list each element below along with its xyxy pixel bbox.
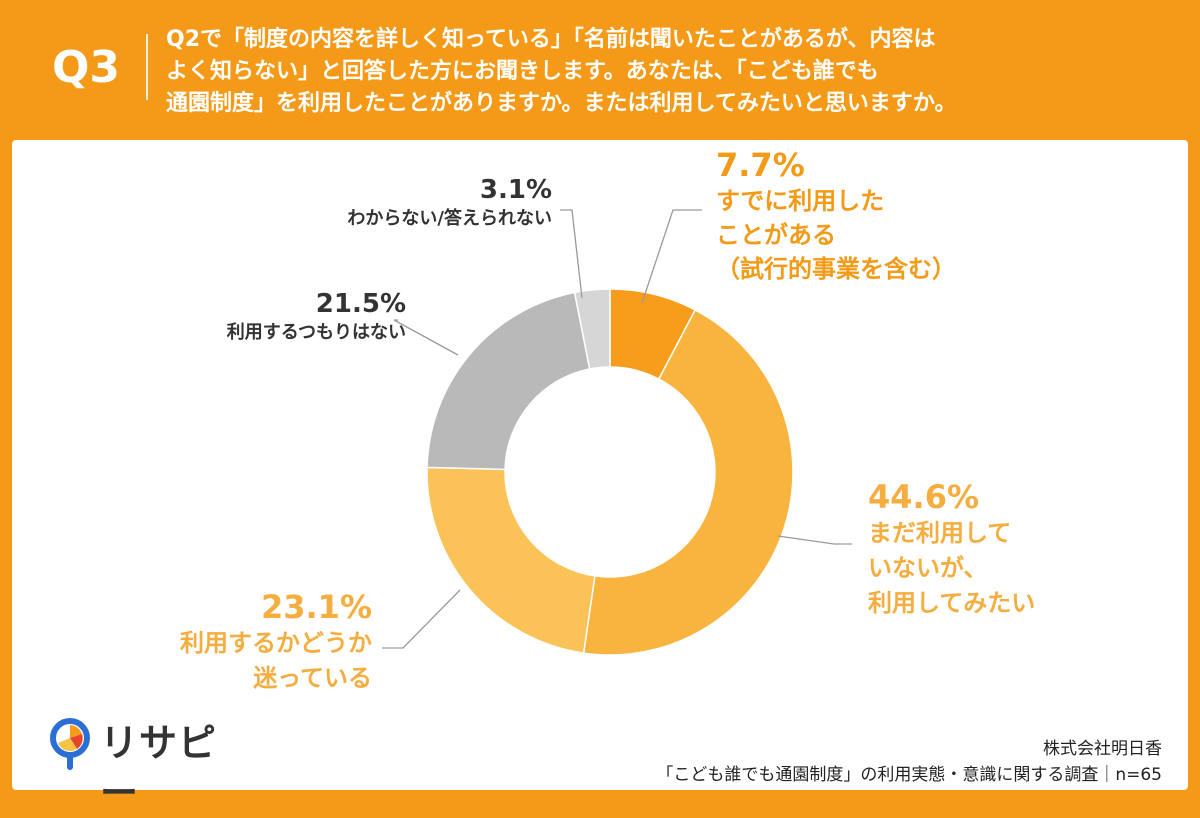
text-want-to-use-2: いないが、 xyxy=(868,554,988,582)
label-dont-know: 3.1% わからない/答えられない xyxy=(282,174,552,232)
label-already-used: 7.7% すでに利用した ことがある （試行的事業を含む） xyxy=(716,146,956,286)
logo-pin-icon xyxy=(50,718,90,770)
slice-want-to-use xyxy=(582,308,794,656)
label-no-intention: 21.5% 利用するつもりはない xyxy=(146,288,406,346)
text-undecided-2: 迷っている xyxy=(253,664,372,692)
leader-no-intention xyxy=(393,319,459,356)
source-credit: 株式会社明日香 「こども誰でも通園制度」の利用実態・意識に関する調査｜n=65 xyxy=(656,736,1162,788)
slice-dont-know xyxy=(573,288,611,370)
leader-already-used xyxy=(641,209,702,304)
text-want-to-use-1: まだ利用して xyxy=(868,519,1012,547)
slice-undecided xyxy=(426,466,596,654)
text-already-used-3: （試行的事業を含む） xyxy=(716,255,956,283)
question-line: Q2で「制度の内容を詳しく知っている」「名前は聞いたことがあるが、内容は xyxy=(166,27,936,52)
pct-no-intention: 21.5% xyxy=(315,289,406,319)
source-company: 株式会社明日香 xyxy=(1043,739,1162,759)
source-survey: 「こども誰でも通園制度」の利用実態・意識に関する調査｜n=65 xyxy=(656,765,1162,785)
text-want-to-use-3: 利用してみたい xyxy=(868,589,1036,617)
question-line: よく知らない」と回答した方にお聞きします。あなたは、「こども誰でも xyxy=(166,59,879,84)
text-already-used-2: ことがある xyxy=(716,221,836,249)
pct-dont-know: 3.1% xyxy=(479,175,552,205)
question-header: Q3 Q2で「制度の内容を詳しく知っている」「名前は聞いたことがあるが、内容は … xyxy=(0,0,1200,140)
question-number: Q3 xyxy=(52,42,121,93)
header-divider xyxy=(146,34,148,100)
leader-undecided xyxy=(382,589,461,649)
text-dont-know: わからない/答えられない xyxy=(347,208,552,229)
pct-already-used: 7.7% xyxy=(716,146,805,184)
pct-undecided: 23.1% xyxy=(260,588,372,626)
text-already-used-1: すでに利用した xyxy=(716,187,885,215)
pct-want-to-use: 44.6% xyxy=(868,478,980,516)
leader-dont-know xyxy=(560,209,583,299)
text-no-intention: 利用するつもりはない xyxy=(226,322,406,343)
question-line: 通園制度」を利用したことがありますか。または利用してみたいと思いますか。 xyxy=(166,91,957,116)
text-undecided-1: 利用するかどうか xyxy=(180,629,372,657)
label-want-to-use: 44.6% まだ利用して いないが、 利用してみたい xyxy=(868,478,1035,621)
chart-panel: 7.7% すでに利用した ことがある （試行的事業を含む） 44.6% まだ利用… xyxy=(12,140,1188,815)
risapy-logo: リサピー xyxy=(48,716,248,815)
logo-text: リサピー xyxy=(100,721,218,815)
slice-no-intention xyxy=(426,291,591,471)
question-text: Q2で「制度の内容を詳しく知っている」「名前は聞いたことがあるが、内容は よく知… xyxy=(166,24,1176,120)
leader-want-to-use xyxy=(777,535,852,545)
label-undecided: 23.1% 利用するかどうか 迷っている xyxy=(142,588,372,696)
donut-chart xyxy=(382,209,852,656)
